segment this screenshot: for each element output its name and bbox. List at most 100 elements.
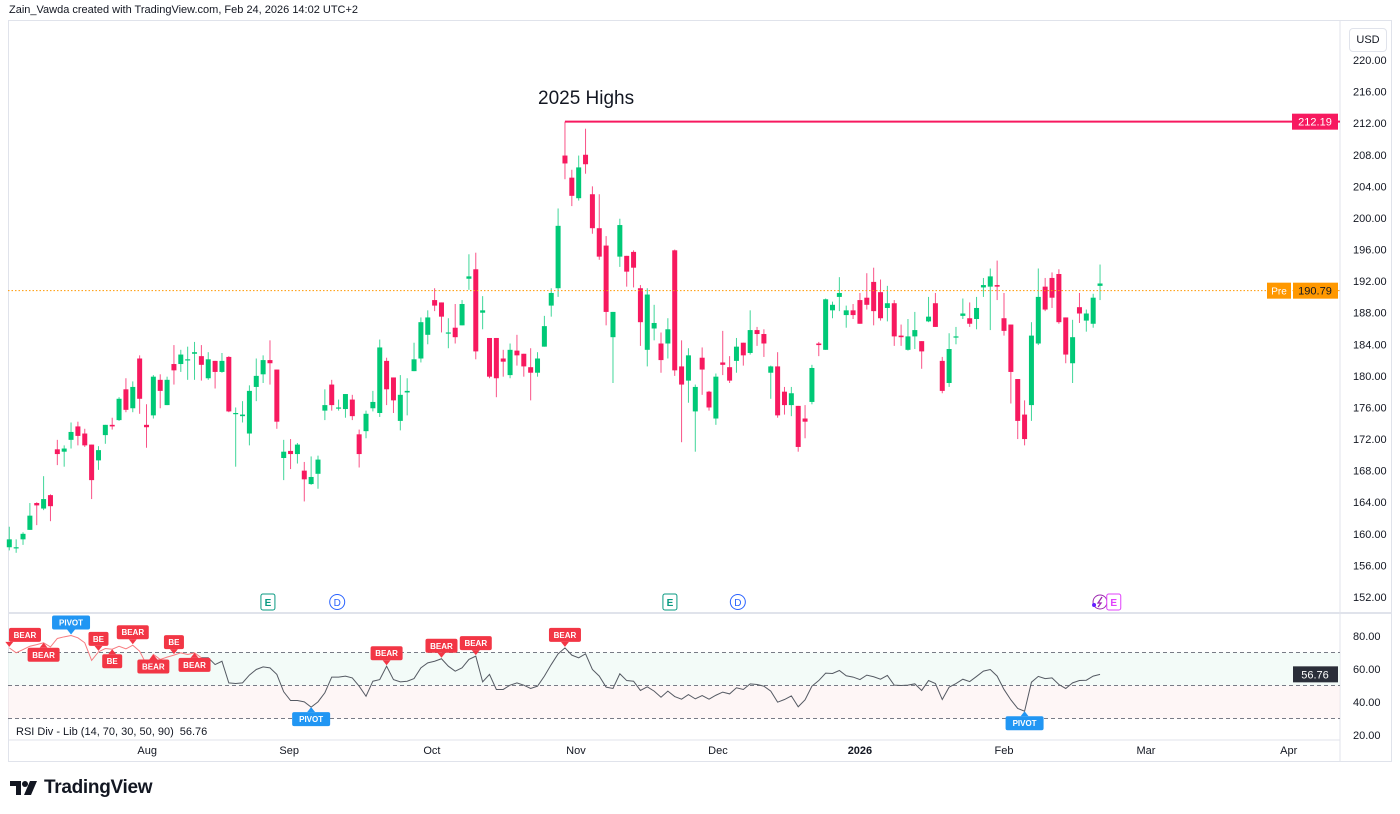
currency-button[interactable]: USD: [1349, 28, 1387, 52]
candle-body: [1083, 313, 1089, 321]
label-pointer: [169, 649, 178, 655]
candle-body: [500, 358, 506, 362]
candle: [658, 332, 664, 373]
time-tick-label: Sep: [279, 745, 299, 757]
candle-body: [932, 303, 938, 327]
candle: [960, 298, 966, 320]
candle-body: [1070, 337, 1076, 364]
candle: [781, 386, 787, 415]
candle-body: [692, 386, 698, 412]
candle-body: [68, 431, 74, 440]
candle-body: [699, 357, 705, 370]
candle: [315, 455, 321, 489]
candle-body: [589, 194, 595, 229]
rsi-value-tag-label: 56.76: [1301, 669, 1329, 681]
candle: [1015, 379, 1021, 440]
candle-body: [857, 300, 863, 324]
candle-body: [493, 337, 499, 379]
candle-body: [75, 426, 81, 436]
rsi-line: [201, 647, 1101, 712]
label-text: BEAR: [430, 642, 453, 651]
candle: [473, 252, 479, 360]
tradingview-logo[interactable]: TradingView: [10, 777, 153, 799]
candle-body: [541, 326, 547, 347]
bear-label: BEAR: [5, 627, 41, 647]
candle: [788, 386, 794, 417]
candle-body: [281, 451, 287, 459]
candle-body: [445, 332, 451, 334]
candle: [34, 502, 40, 526]
candle-body: [47, 495, 53, 507]
candle: [974, 296, 980, 330]
candle: [1063, 317, 1069, 364]
candle: [6, 526, 12, 551]
candle-body: [6, 539, 12, 548]
candle-body: [1035, 296, 1041, 344]
candle: [631, 250, 637, 288]
candle-body: [137, 358, 143, 399]
candle: [830, 301, 835, 319]
candle-body: [294, 444, 300, 455]
candle-body: [651, 322, 657, 329]
candle-body: [891, 303, 897, 337]
rsi-value-tag: [1293, 666, 1338, 683]
candle: [466, 254, 472, 290]
candle: [493, 337, 499, 398]
price-tick-label: 184.00: [1353, 339, 1387, 351]
candle: [301, 461, 307, 502]
candle: [884, 285, 890, 322]
rsi-bull-zone: [8, 652, 1340, 686]
candle-body: [219, 360, 225, 372]
bear-label: BE: [102, 649, 123, 669]
candle: [246, 385, 252, 446]
bear-label: BEAR: [178, 652, 211, 672]
candle: [521, 353, 527, 377]
candle: [116, 397, 122, 421]
price-tick-label: 180.00: [1353, 371, 1387, 383]
bear-label: BE: [88, 631, 109, 651]
candle-body: [583, 154, 589, 165]
candle-body: [775, 366, 781, 416]
candle: [823, 298, 829, 350]
candle: [418, 317, 424, 363]
candle: [740, 342, 746, 366]
label-pointer: [1020, 711, 1029, 717]
candle: [1008, 324, 1014, 404]
candle-body: [802, 418, 808, 422]
candle: [692, 384, 698, 452]
earnings-marker: E: [1106, 593, 1122, 611]
candle-body: [301, 470, 307, 480]
split-marker: [1092, 594, 1108, 610]
earnings-icon: [662, 593, 678, 611]
candle: [685, 348, 691, 403]
candle-body: [596, 228, 602, 257]
dividend-marker: D: [329, 594, 346, 610]
candle: [809, 364, 815, 405]
price-tick-label: 204.00: [1353, 181, 1387, 193]
candle-body: [946, 349, 952, 383]
label-text: PIVOT: [299, 715, 323, 724]
lightning-icon: [1092, 594, 1108, 610]
sparkle-icon: [1092, 603, 1097, 607]
candle: [322, 389, 328, 421]
candle: [871, 267, 877, 326]
candle-body: [864, 297, 870, 305]
candle: [432, 288, 438, 312]
candle-body: [246, 390, 252, 434]
candles: [6, 121, 1103, 553]
candle: [939, 356, 945, 394]
candle-body: [123, 389, 129, 410]
earnings-letter: E: [667, 598, 674, 609]
candle: [329, 379, 335, 411]
candle: [980, 277, 986, 297]
candle-body: [370, 401, 376, 409]
candle-body: [178, 354, 184, 365]
rsi-pane: 56.76 BEAR BEAR PIVOT BE BE BEAR BEAR BE BEAR PIVO…: [5, 615, 1338, 731]
price-tick-label: 168.00: [1353, 466, 1387, 478]
candle: [624, 255, 630, 287]
candle: [123, 378, 129, 413]
candle: [356, 429, 362, 468]
candle: [1022, 400, 1028, 446]
